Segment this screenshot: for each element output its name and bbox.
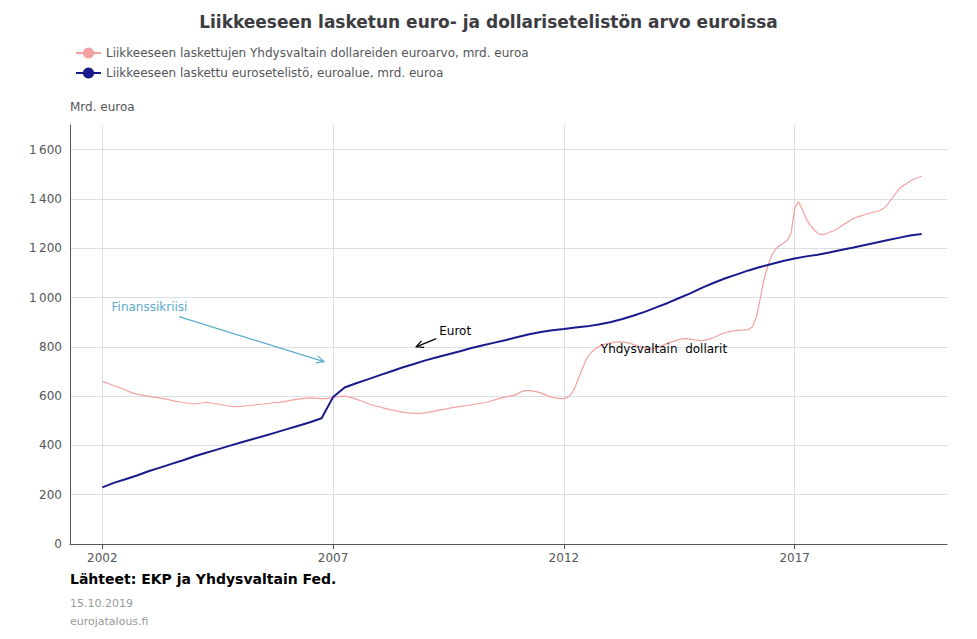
svg-text:0: 0 xyxy=(54,537,62,551)
svg-text:2017: 2017 xyxy=(779,551,810,565)
svg-text:Mrd. euroa: Mrd. euroa xyxy=(70,100,135,114)
svg-text:600: 600 xyxy=(39,389,62,403)
svg-text:Liikkeeseen laskettu eurosetel: Liikkeeseen laskettu eurosetelistö, euro… xyxy=(106,66,443,80)
svg-text:1 400: 1 400 xyxy=(29,192,62,206)
svg-text:Liikkeeseen laskettujen Yhdysv: Liikkeeseen laskettujen Yhdysvaltain dol… xyxy=(106,46,529,60)
svg-text:Lähteet: EKP ja Yhdysvaltain F: Lähteet: EKP ja Yhdysvaltain Fed. xyxy=(70,571,336,587)
svg-text:Liikkeeseen lasketun euro- ja: Liikkeeseen lasketun euro- ja dollariset… xyxy=(199,12,778,32)
svg-text:1 000: 1 000 xyxy=(29,291,62,305)
svg-text:15.10.2019: 15.10.2019 xyxy=(70,597,133,610)
svg-text:400: 400 xyxy=(39,438,62,452)
svg-text:2007: 2007 xyxy=(318,551,349,565)
svg-text:1 600: 1 600 xyxy=(29,143,62,157)
svg-text:800: 800 xyxy=(39,340,62,354)
svg-text:Eurot: Eurot xyxy=(439,324,471,338)
svg-text:2002: 2002 xyxy=(87,551,118,565)
svg-text:200: 200 xyxy=(39,488,62,502)
svg-text:1 200: 1 200 xyxy=(29,241,62,255)
svg-text:Finanssikriisi: Finanssikriisi xyxy=(112,300,188,314)
svg-text:Yhdysvaltain dollarit: Yhdysvaltain dollarit xyxy=(600,342,728,356)
svg-text:eurojatalous.fi: eurojatalous.fi xyxy=(70,615,149,628)
svg-text:2012: 2012 xyxy=(549,551,580,565)
